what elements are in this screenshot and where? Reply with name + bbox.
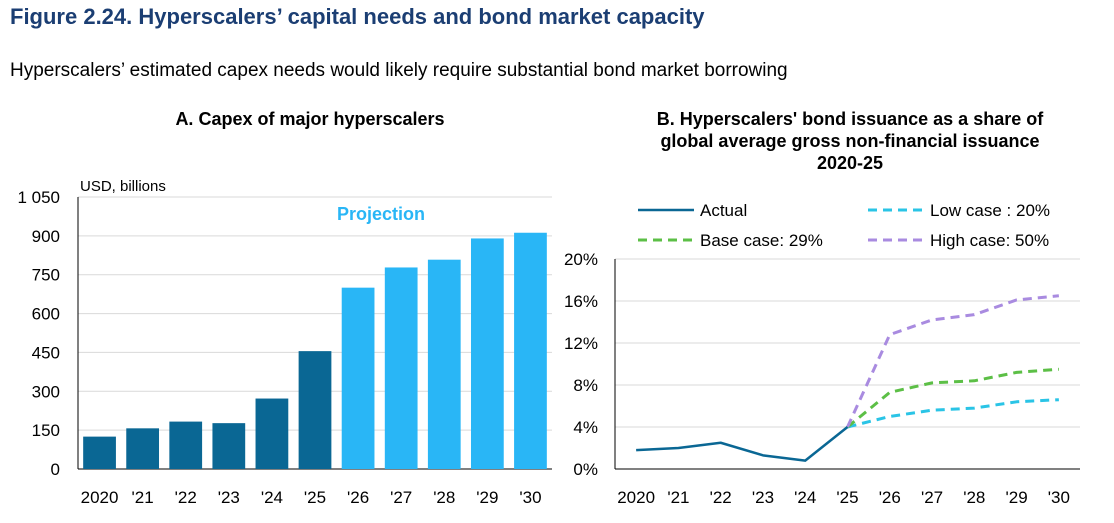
bar [298, 351, 332, 469]
y-tick-label: 750 [32, 266, 60, 285]
bar [83, 436, 116, 469]
x-tick-label: '28 [963, 488, 985, 507]
x-tick-label: '28 [433, 488, 455, 507]
x-tick-label: '24 [794, 488, 816, 507]
x-tick-label: '25 [304, 488, 326, 507]
x-tick-label: '24 [261, 488, 283, 507]
series-line-actual [636, 426, 849, 462]
panel-b-title: B. Hyperscalers' bond issuance as a shar… [610, 108, 1090, 174]
y-tick-label: 4% [573, 418, 598, 437]
series-line-low-case [847, 398, 1059, 429]
legend-label: Actual [700, 201, 747, 220]
panel-b-title-line-3: 2020-25 [816, 153, 884, 173]
bar [514, 232, 547, 469]
x-tick-label: '22 [710, 488, 732, 507]
y-tick-label: 20% [564, 250, 598, 269]
x-tick-label: '30 [519, 488, 541, 507]
y-tick-label: 900 [32, 227, 60, 246]
bar [341, 287, 375, 469]
bar [212, 423, 246, 469]
x-tick-label: '26 [347, 488, 369, 507]
y-tick-label: 1 050 [17, 188, 60, 207]
x-tick-label: '21 [667, 488, 689, 507]
figure-title: Figure 2.24. Hyperscalers’ capital needs… [10, 4, 705, 29]
y-tick-label: 150 [32, 421, 60, 440]
x-tick-label: '22 [175, 488, 197, 507]
y-tick-label: 16% [564, 292, 598, 311]
y-tick-label: 8% [573, 376, 598, 395]
bar [384, 267, 418, 469]
x-tick-label: '27 [921, 488, 943, 507]
y-tick-label: 450 [32, 343, 60, 362]
x-tick-label: '26 [879, 488, 901, 507]
y-tick-label: 12% [564, 334, 598, 353]
x-tick-label: '21 [132, 488, 154, 507]
legend-label: Low case : 20% [930, 201, 1050, 220]
legend-label: Base case: 29% [700, 231, 823, 250]
x-tick-label: '23 [752, 488, 774, 507]
panel-a-title: A. Capex of major hyperscalers [175, 109, 445, 129]
bar [169, 421, 203, 469]
legend-label: High case: 50% [930, 231, 1049, 250]
bar [470, 238, 504, 469]
x-tick-label: '29 [1006, 488, 1028, 507]
x-tick-label: 2020 [81, 488, 119, 507]
x-tick-label: '27 [390, 488, 412, 507]
bar [126, 428, 160, 469]
panel-b-title-line-1: B. Hyperscalers' bond issuance as a shar… [656, 109, 1044, 129]
x-tick-label: '30 [1048, 488, 1070, 507]
y-tick-label: 600 [32, 305, 60, 324]
series-line-base-case [846, 367, 1059, 429]
bar [427, 259, 461, 469]
panel-a-bar-chart: 0 150 300 450 600 750 900 1 050 USD, billions 202… [17, 178, 552, 507]
x-tick-label: 2020 [617, 488, 655, 507]
projection-annotation: Projection [337, 204, 425, 224]
x-tick-label: '29 [476, 488, 498, 507]
x-tick-label: '25 [836, 488, 858, 507]
series-line-high-case [846, 294, 1060, 428]
panel-b-line-chart: 0% 4% 8% 12% 16% 20% 2020 '21 '22 '23 '24 '25 '26 '27… [564, 201, 1080, 507]
bar [255, 398, 289, 469]
y-axis-unit-label: USD, billions [80, 178, 166, 195]
y-tick-label: 0 [51, 460, 60, 479]
y-tick-label: 0% [573, 460, 598, 479]
x-tick-label: '23 [218, 488, 240, 507]
figure-subtitle: Hyperscalers’ estimated capex needs woul… [10, 60, 788, 81]
y-tick-label: 300 [32, 382, 60, 401]
panel-b-title-line-2: global average gross non-financial issua… [660, 131, 1040, 151]
